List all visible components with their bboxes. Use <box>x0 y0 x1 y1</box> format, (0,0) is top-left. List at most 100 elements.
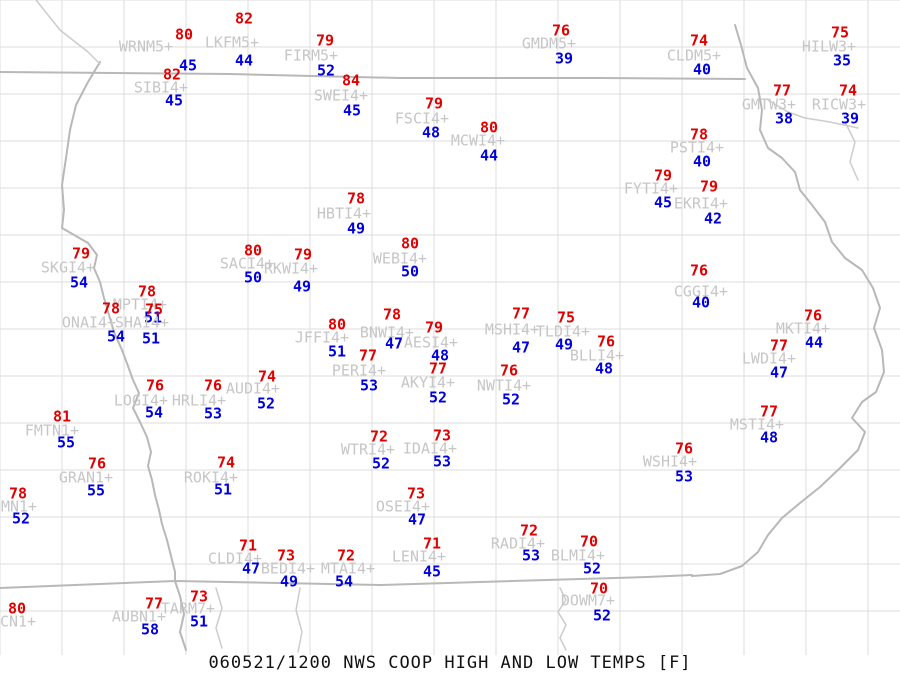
station-high-temp: 80 <box>479 118 499 137</box>
station-high-temp: 75 <box>144 300 164 319</box>
station-low-temp: 40 <box>692 60 712 79</box>
station-high-temp: 76 <box>674 439 694 458</box>
station-high-temp: 77 <box>772 81 792 100</box>
station-low-temp: 48 <box>421 123 441 142</box>
station-low-temp: 40 <box>692 152 712 171</box>
station-high-temp: 77 <box>769 336 789 355</box>
station-high-temp: 76 <box>499 361 519 380</box>
station-id-label: JFFI4+ <box>294 328 350 347</box>
station-high-temp: 82 <box>234 9 254 28</box>
station-high-temp: 79 <box>699 177 719 196</box>
station-high-temp: 77 <box>428 359 448 378</box>
station-high-temp: 80 <box>327 315 347 334</box>
station-high-temp: 71 <box>422 534 442 553</box>
station-high-temp: 78 <box>382 305 402 324</box>
station-id-label: SIBI4+ <box>133 78 189 97</box>
station-id-label: FIRM5+ <box>283 46 339 65</box>
station-low-temp: 45 <box>342 101 362 120</box>
station-high-temp: 72 <box>336 546 356 565</box>
station-id-label: MCWI4+ <box>450 131 506 150</box>
station-id-label: EKRI4+ <box>673 194 729 213</box>
station-low-temp: 44 <box>804 333 824 352</box>
station-high-temp: 75 <box>556 308 576 327</box>
station-low-temp: 55 <box>56 433 76 452</box>
station-low-temp: 55 <box>86 481 106 500</box>
station-low-temp: 50 <box>400 262 420 281</box>
station-low-temp: 51 <box>143 308 163 327</box>
station-high-temp: 84 <box>341 71 361 90</box>
station-id-label: CLDM5+ <box>666 46 722 65</box>
station-high-temp: 72 <box>519 521 539 540</box>
station-low-temp: 48 <box>759 428 779 447</box>
station-high-temp: 74 <box>838 81 858 100</box>
station-low-temp: 50 <box>243 268 263 287</box>
station-low-temp: 51 <box>327 342 347 361</box>
station-low-temp: 45 <box>653 193 673 212</box>
station-id-label: CGGI4+ <box>673 282 729 301</box>
station-id-label: WRNM5+ <box>118 37 174 56</box>
station-low-temp: 53 <box>521 546 541 565</box>
station-low-temp: 53 <box>359 376 379 395</box>
station-id-label: LWDI4+ <box>741 349 797 368</box>
station-id-label: MTAI4+ <box>320 559 376 578</box>
station-low-temp: 52 <box>501 390 521 409</box>
station-id-label: BLMI4+ <box>550 546 606 565</box>
station-id-label: BLLI4+ <box>569 346 625 365</box>
station-high-temp: 79 <box>424 318 444 337</box>
station-high-temp: 72 <box>369 427 389 446</box>
station-id-label: ROKI4+ <box>183 468 239 487</box>
station-id-label: TLDI4+ <box>535 322 591 341</box>
station-id-label: LOGI4+ <box>113 391 169 410</box>
station-high-temp: 76 <box>87 454 107 473</box>
station-id-label: GRAN1+ <box>58 468 114 487</box>
station-low-temp: 54 <box>144 403 164 422</box>
station-id-label: AUBN1+ <box>111 607 167 626</box>
station-id-label: RICW3+ <box>811 95 867 114</box>
missouri-river <box>61 61 187 651</box>
station-high-temp: 76 <box>551 21 571 40</box>
station-low-temp: 39 <box>840 109 860 128</box>
station-low-temp: 45 <box>164 91 184 110</box>
station-id-label: LKFM5+ <box>204 33 260 52</box>
station-id-label: AUDI4+ <box>225 379 281 398</box>
station-low-temp: 52 <box>11 509 31 528</box>
station-high-temp: 76 <box>203 376 223 395</box>
station-high-temp: 76 <box>596 332 616 351</box>
river-northeast <box>844 121 859 181</box>
station-low-temp: 44 <box>234 51 254 70</box>
station-id-label: SWEI4+ <box>313 86 369 105</box>
station-high-temp: 74 <box>689 31 709 50</box>
station-id-label: DOWM7+ <box>560 591 616 610</box>
station-id-label: WSHI4+ <box>642 452 698 471</box>
station-high-temp: 75 <box>830 23 850 42</box>
station-id-label: ONAI4+ <box>61 313 117 332</box>
river-nodaway <box>215 587 223 649</box>
station-high-temp: 79 <box>293 245 313 264</box>
station-low-temp: 51 <box>189 612 209 631</box>
river-wisconsin <box>767 99 859 129</box>
station-id-label: HILW3+ <box>801 37 857 56</box>
station-low-temp: 48 <box>594 359 614 378</box>
river-bottom-middle <box>295 587 303 653</box>
station-low-temp: 53 <box>674 467 694 486</box>
station-id-label: MN1+ <box>0 497 38 516</box>
station-high-temp: 79 <box>653 166 673 185</box>
station-id-label: CN1+ <box>0 612 37 631</box>
station-id-label: PSTI4+ <box>669 138 725 157</box>
station-id-label: RKWI4+ <box>263 259 319 278</box>
station-id-label: MKTI4+ <box>775 319 831 338</box>
station-high-temp: 73 <box>276 546 296 565</box>
station-high-temp: 73 <box>406 484 426 503</box>
station-high-temp: 77 <box>144 594 164 613</box>
station-low-temp: 53 <box>432 452 452 471</box>
station-low-temp: 47 <box>241 559 261 578</box>
station-low-temp: 47 <box>407 510 427 529</box>
station-id-label: RADI4+ <box>490 534 546 553</box>
station-low-temp: 52 <box>256 394 276 413</box>
station-low-temp: 49 <box>554 335 574 354</box>
station-high-temp: 77 <box>358 346 378 365</box>
station-id-label: NWTI4+ <box>476 376 532 395</box>
station-id-label: GMTW3+ <box>741 95 797 114</box>
station-low-temp: 58 <box>140 620 160 639</box>
